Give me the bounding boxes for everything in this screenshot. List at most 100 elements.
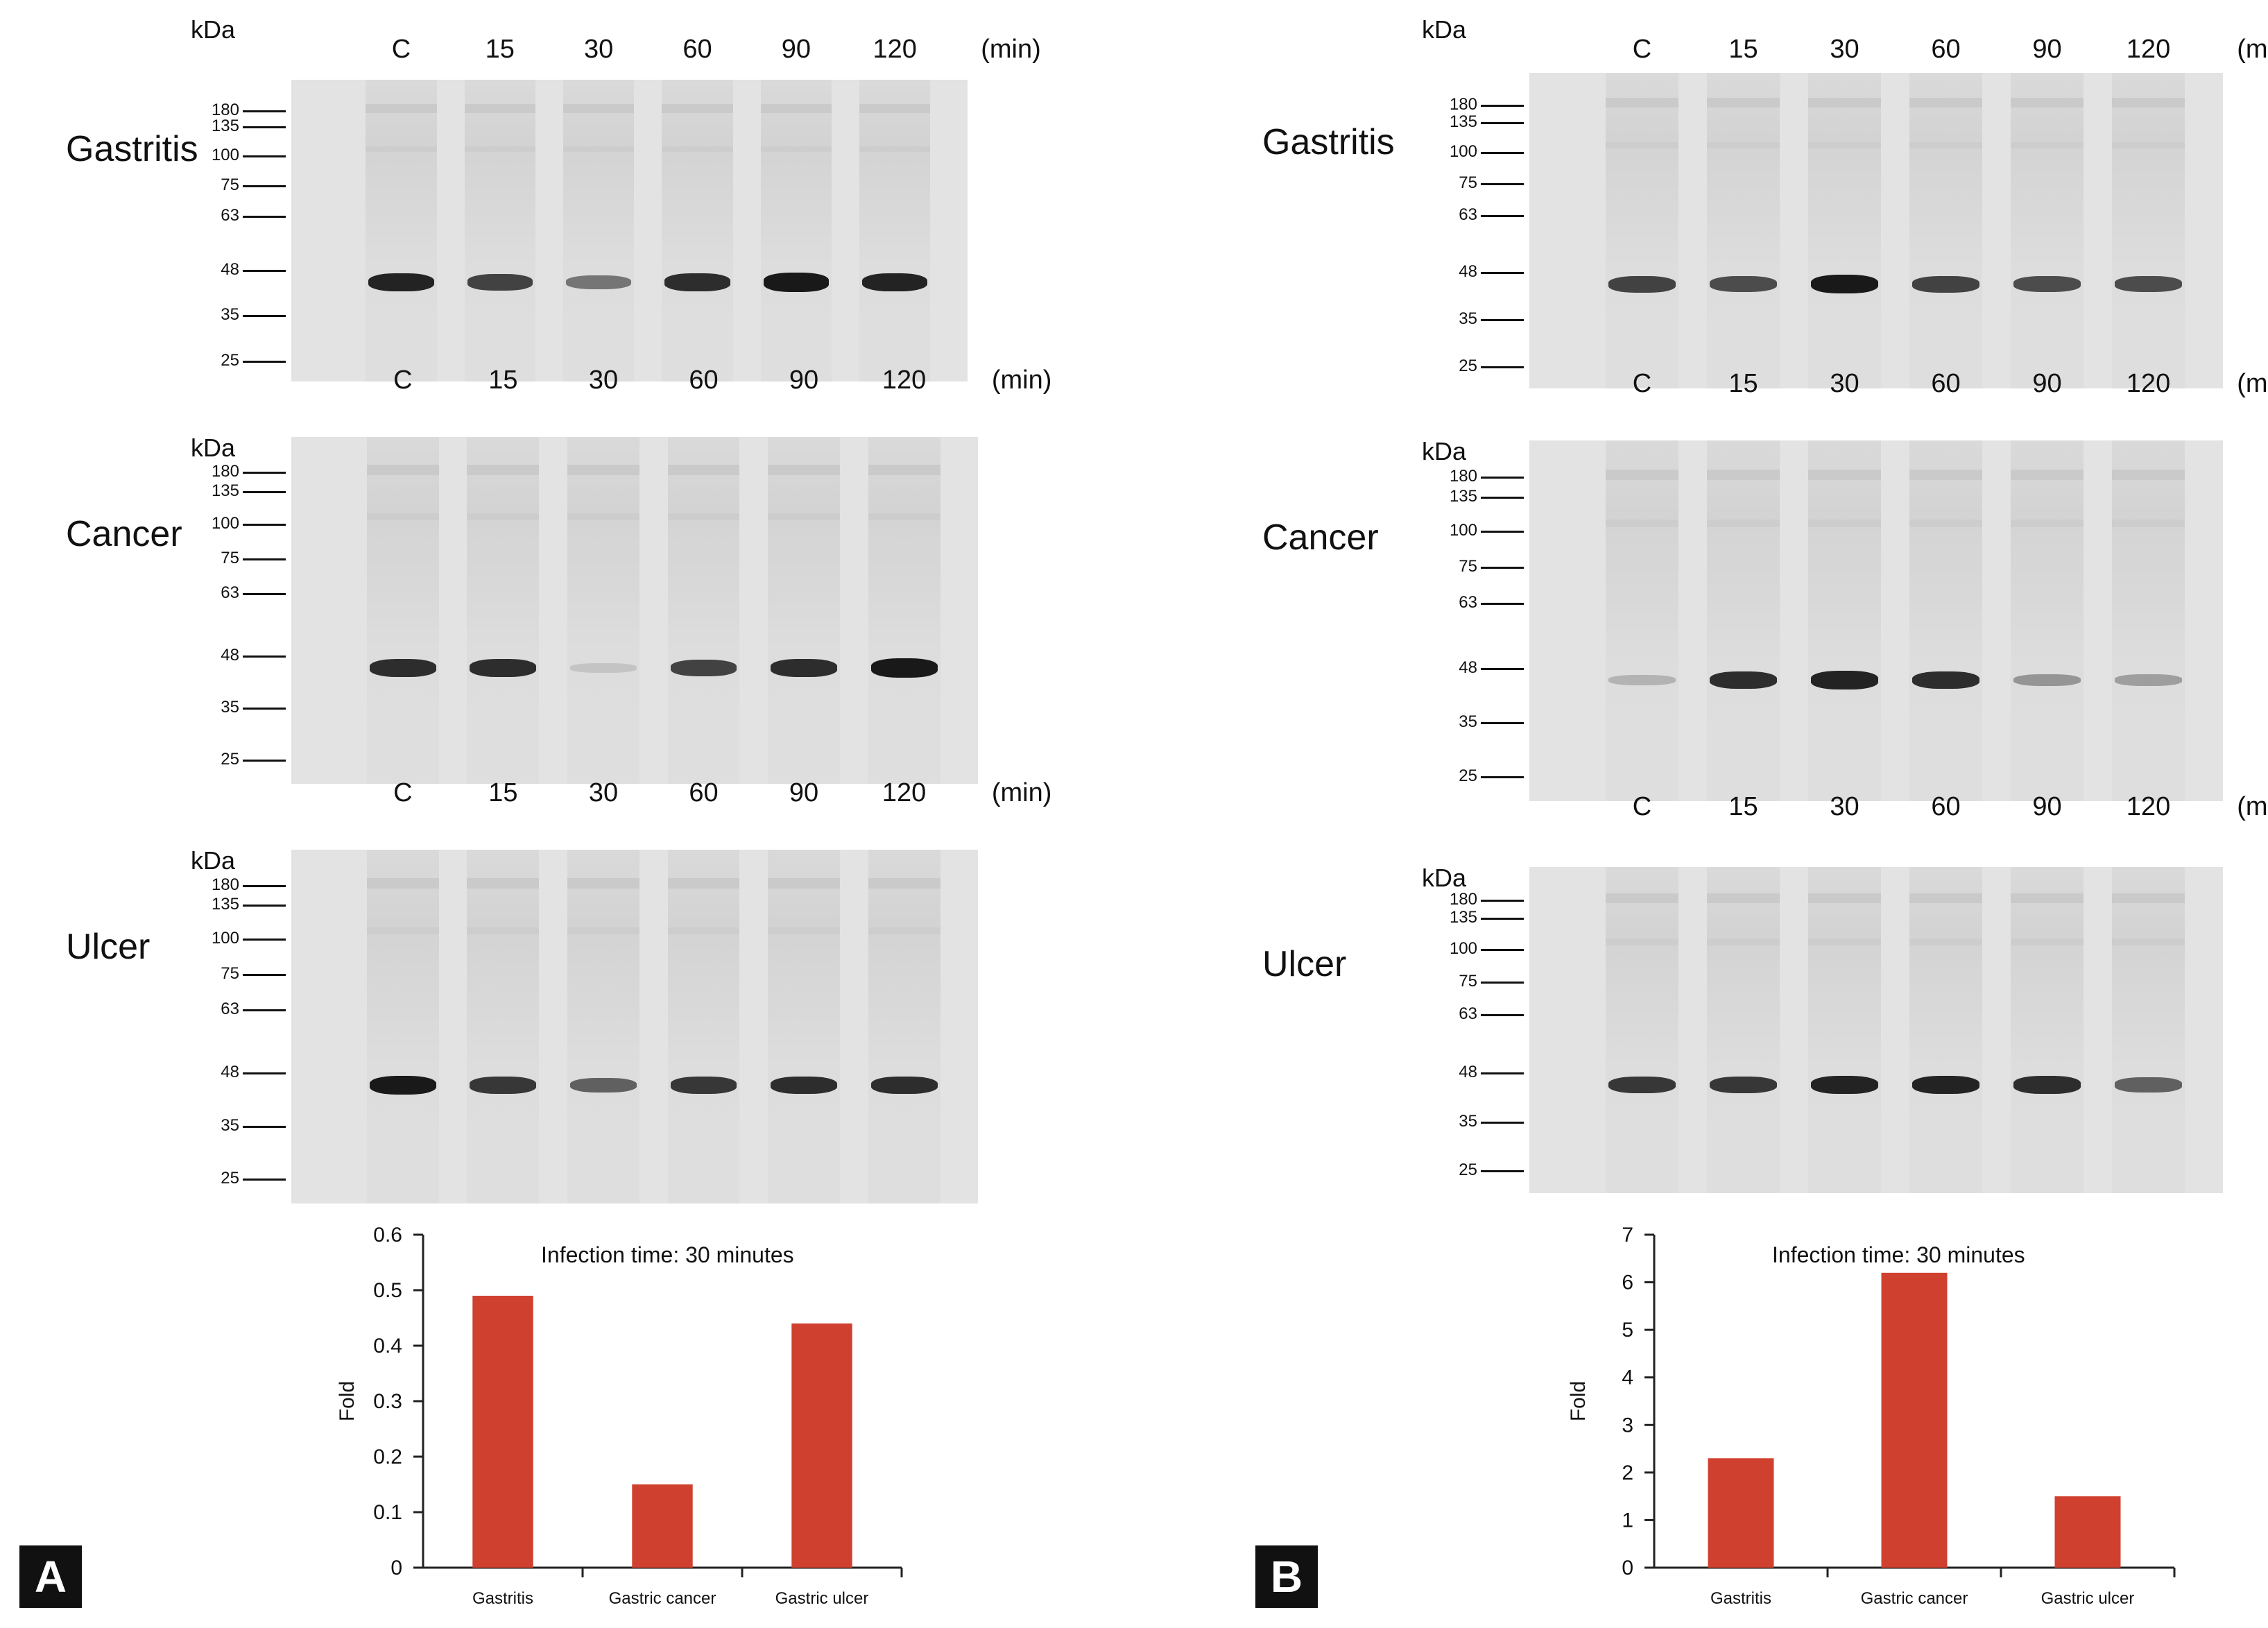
timepoint-label: 30 xyxy=(1830,792,1859,821)
fold-bar-chart: 0 0.1 0.2 0.3 0.4 0.5 0.6 Gastritis Gastric canc… xyxy=(319,1221,916,1623)
timepoint-label: 30 xyxy=(588,366,619,395)
gel-lane xyxy=(768,437,840,784)
marker-tick xyxy=(1481,917,1524,920)
marker-label: 75 xyxy=(221,549,239,567)
gel-lane xyxy=(2011,867,2084,1193)
timepoint-label: 90 xyxy=(781,35,811,64)
timepoint-label: 90 xyxy=(2032,35,2062,64)
marker-label: 135 xyxy=(211,895,239,914)
protein-band xyxy=(2115,674,2182,686)
marker-label: 63 xyxy=(1459,593,1477,612)
timepoint-label: 30 xyxy=(1830,369,1859,398)
protein-band xyxy=(1912,671,1979,689)
marker-tick xyxy=(1481,496,1524,499)
marker-tick xyxy=(1481,121,1524,124)
marker-tick xyxy=(243,360,286,363)
chart-svg: 0 0.1 0.2 0.3 0.4 0.5 0.6 Gastritis Gastric canc… xyxy=(336,1224,903,1608)
marker-label: 180 xyxy=(211,462,239,481)
tissue-label: Cancer xyxy=(66,514,182,554)
time-unit-label: (min) xyxy=(991,778,1052,807)
marker-tick xyxy=(1481,318,1524,321)
marker-tick xyxy=(1481,1170,1524,1173)
protein-band xyxy=(1811,671,1878,689)
time-unit-label: (min) xyxy=(981,35,1041,64)
x-tick-label: Gastric cancer xyxy=(609,1589,716,1608)
timepoint-label: 60 xyxy=(1931,35,1961,64)
protein-band xyxy=(1912,275,1979,293)
timepoint-label: 15 xyxy=(488,366,518,395)
x-tick-label: Gastric ulcer xyxy=(2041,1589,2135,1608)
gel-lane xyxy=(868,437,940,784)
marker-label: 25 xyxy=(1459,1160,1477,1180)
marker-label: 35 xyxy=(221,698,239,717)
timepoint-label: 60 xyxy=(1931,369,1961,398)
western-blot-gel xyxy=(291,850,978,1203)
kda-label: kDa xyxy=(1422,437,1467,465)
y-tick-label: 0.3 xyxy=(373,1390,402,1413)
timepoint-label: 120 xyxy=(2126,369,2171,398)
gel-lane xyxy=(859,80,931,382)
marker-label: 48 xyxy=(221,1063,239,1082)
marker-label: 100 xyxy=(1449,142,1477,161)
marker-label: 135 xyxy=(1449,486,1477,506)
protein-band xyxy=(670,1076,737,1094)
marker-tick xyxy=(1481,900,1524,902)
marker-label: 48 xyxy=(221,260,239,280)
protein-band xyxy=(771,659,837,677)
kda-label: kDa xyxy=(1422,15,1467,44)
western-blot-gel xyxy=(1529,73,2223,388)
marker-tick xyxy=(243,885,286,887)
marker-label: 25 xyxy=(221,750,239,769)
marker-tick xyxy=(243,973,286,976)
gel-lane xyxy=(2011,73,2084,388)
protein-band xyxy=(369,659,436,677)
y-tick-label: 3 xyxy=(1622,1414,1633,1437)
marker-tick xyxy=(243,472,286,474)
marker-label: 75 xyxy=(1459,971,1477,991)
kda-label: kDa xyxy=(1422,864,1467,892)
protein-band xyxy=(664,273,730,291)
y-tick-label: 4 xyxy=(1622,1366,1633,1389)
marker-label: 75 xyxy=(1459,173,1477,193)
marker-label: 180 xyxy=(211,875,239,894)
marker-tick xyxy=(243,110,286,112)
gel-lane xyxy=(1707,440,1780,801)
panel-a: Gastritis kDa 180 135 100 75 63 48 35 25 C 15 30 60 90… xyxy=(19,15,1052,1623)
x-tick-label: Gastritis xyxy=(1710,1589,1771,1608)
marker-tick xyxy=(243,126,286,129)
marker-tick xyxy=(1481,776,1524,778)
protein-band xyxy=(862,273,928,292)
protein-band xyxy=(2115,276,2182,293)
protein-band xyxy=(2013,276,2081,293)
fold-bar-chart: 0 1 2 3 4 5 6 7 Gastritis Gastric cancer Gastric u… xyxy=(1550,1221,2188,1623)
gel-lane xyxy=(1606,867,1678,1193)
gel-lane xyxy=(2011,440,2084,801)
gel-lane xyxy=(1909,867,1982,1193)
marker-tick xyxy=(243,1009,286,1011)
marker-tick xyxy=(1481,366,1524,369)
panel-letter: B xyxy=(1255,1545,1318,1608)
y-tick-label: 0.5 xyxy=(373,1279,402,1302)
marker-tick xyxy=(243,905,286,907)
protein-band xyxy=(467,274,533,291)
marker-label: 135 xyxy=(1449,907,1477,927)
marker-tick xyxy=(1481,1072,1524,1075)
timepoint-label: C xyxy=(393,366,413,395)
bar xyxy=(1708,1458,1774,1568)
marker-tick xyxy=(1481,531,1524,533)
marker-label: 63 xyxy=(1459,205,1477,224)
marker-tick xyxy=(243,938,286,941)
marker-label: 75 xyxy=(221,175,239,195)
timepoint-label: 120 xyxy=(2126,35,2171,64)
timepoint-label: 90 xyxy=(2032,792,2062,821)
marker-label: 180 xyxy=(1449,467,1477,486)
protein-band xyxy=(763,273,830,292)
y-tick-label: 0.4 xyxy=(373,1335,402,1357)
timepoint-label: 60 xyxy=(682,35,712,64)
protein-band xyxy=(470,659,537,677)
marker-tick xyxy=(243,1072,286,1075)
timepoint-label: 90 xyxy=(2032,369,2062,398)
timepoint-label: 15 xyxy=(488,778,518,807)
marker-tick xyxy=(243,215,286,218)
marker-tick xyxy=(1481,183,1524,186)
